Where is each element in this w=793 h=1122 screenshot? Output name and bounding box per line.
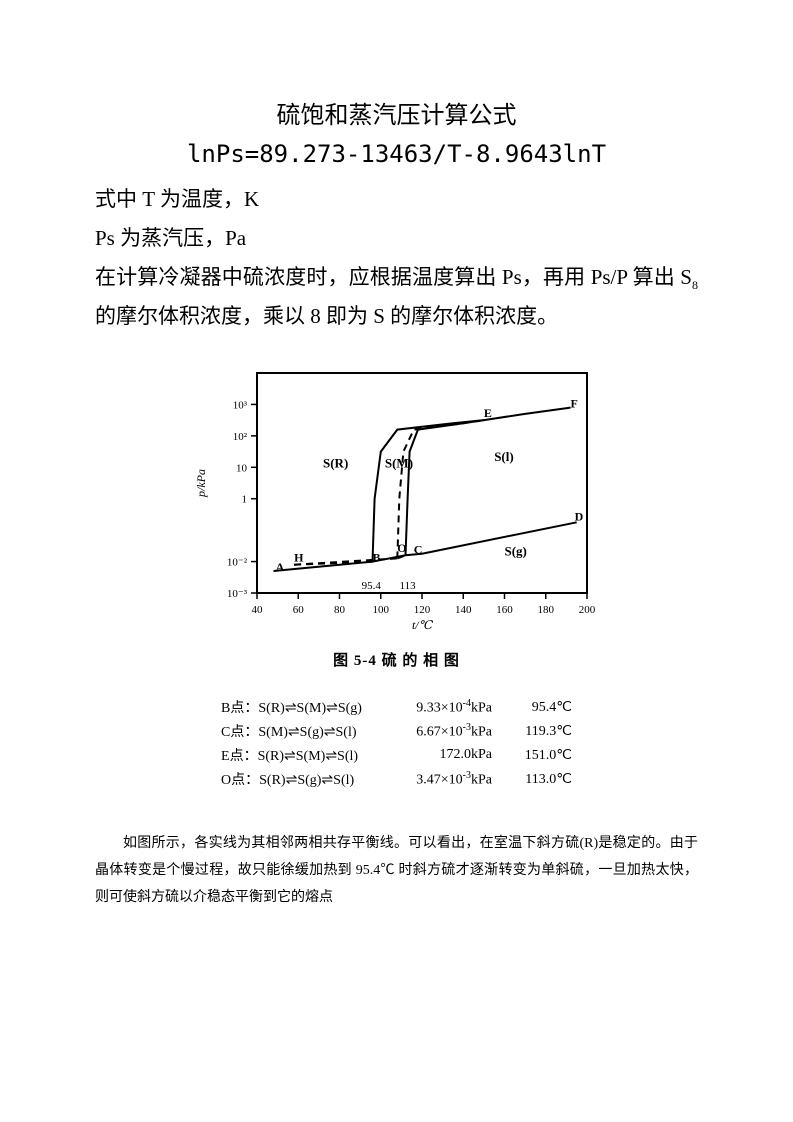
svg-text:p/kPa: p/kPa bbox=[194, 469, 208, 498]
phase-diagram: 40 60 80 100 120 140 160 180 200 95.4 113 t/℃ 10⁻³ 10… bbox=[187, 355, 607, 645]
svg-text:S(R): S(R) bbox=[323, 456, 348, 471]
svg-text:160: 160 bbox=[496, 604, 513, 616]
point-equilibrium: O点：S(R)⇌S(g)⇌S(l) bbox=[211, 767, 372, 791]
figure-caption: 图 5-4 硫 的 相 图 bbox=[95, 649, 698, 670]
body-line-2: Ps 为蒸汽压，Pa bbox=[95, 219, 698, 258]
svg-text:140: 140 bbox=[455, 604, 472, 616]
table-row: B点：S(R)⇌S(M)⇌S(g)9.33×10-4kPa95.4℃ bbox=[211, 695, 582, 719]
point-pressure: 9.33×10-4kPa bbox=[372, 695, 502, 719]
svg-text:S(M): S(M) bbox=[384, 456, 412, 471]
footer-paragraph: 如图所示，各实线为其相邻两相共存平衡线。可以看出，在室温下斜方硫(R)是稳定的。… bbox=[95, 831, 698, 911]
point-equilibrium: C点：S(M)⇌S(g)⇌S(l) bbox=[211, 719, 372, 743]
point-pressure: 172.0kPa bbox=[372, 743, 502, 767]
table-row: O点：S(R)⇌S(g)⇌S(l)3.47×10-3kPa113.0℃ bbox=[211, 767, 582, 791]
svg-text:E: E bbox=[483, 406, 491, 420]
body-line-1: 式中 T 为温度，K bbox=[95, 180, 698, 219]
svg-text:F: F bbox=[570, 397, 577, 411]
body-paragraph: 在计算冷凝器中硫浓度时，应根据温度算出 Ps，再用 Ps/P 算出 S8 的摩尔体… bbox=[95, 258, 698, 336]
svg-text:A: A bbox=[275, 560, 284, 574]
svg-text:10³: 10³ bbox=[232, 400, 247, 412]
svg-text:40: 40 bbox=[251, 604, 263, 616]
body-para-sub: 8 bbox=[692, 278, 698, 292]
svg-text:10⁻²: 10⁻² bbox=[226, 557, 247, 569]
svg-text:S(l): S(l) bbox=[494, 449, 514, 464]
body-para-pre: 在计算冷凝器中硫浓度时，应根据温度算出 Ps，再用 Ps/P 算出 S bbox=[95, 265, 692, 289]
point-pressure: 6.67×10-3kPa bbox=[372, 719, 502, 743]
svg-text:C: C bbox=[413, 543, 422, 557]
svg-text:95.4: 95.4 bbox=[361, 580, 381, 592]
svg-text:180: 180 bbox=[537, 604, 554, 616]
svg-text:1: 1 bbox=[241, 494, 247, 506]
svg-text:S(g): S(g) bbox=[504, 544, 526, 559]
formula: lnPs=89.273-13463/T-8.9643lnT bbox=[95, 140, 698, 168]
point-equilibrium: B点：S(R)⇌S(M)⇌S(g) bbox=[211, 695, 372, 719]
svg-text:100: 100 bbox=[372, 604, 389, 616]
svg-text:t/℃: t/℃ bbox=[411, 618, 433, 632]
point-pressure: 3.47×10-3kPa bbox=[372, 767, 502, 791]
point-temperature: 113.0℃ bbox=[502, 767, 582, 791]
point-temperature: 151.0℃ bbox=[502, 743, 582, 767]
svg-text:10²: 10² bbox=[232, 431, 247, 443]
svg-text:O: O bbox=[397, 542, 406, 556]
point-temperature: 95.4℃ bbox=[502, 695, 582, 719]
point-temperature: 119.3℃ bbox=[502, 719, 582, 743]
svg-text:B: B bbox=[372, 551, 380, 565]
table-row: E点：S(R)⇌S(M)⇌S(l)172.0kPa151.0℃ bbox=[211, 743, 582, 767]
table-row: C点：S(M)⇌S(g)⇌S(l)6.67×10-3kPa119.3℃ bbox=[211, 719, 582, 743]
svg-text:60: 60 bbox=[292, 604, 304, 616]
page-title: 硫饱和蒸汽压计算公式 bbox=[95, 95, 698, 130]
point-equilibrium: E点：S(R)⇌S(M)⇌S(l) bbox=[211, 743, 372, 767]
svg-text:80: 80 bbox=[334, 604, 346, 616]
body-para-mid: 的摩尔体积浓度，乘以 8 即为 S 的摩尔体积浓度。 bbox=[95, 304, 558, 328]
svg-text:10⁻³: 10⁻³ bbox=[226, 588, 247, 600]
svg-text:113: 113 bbox=[399, 580, 416, 592]
svg-text:200: 200 bbox=[578, 604, 595, 616]
svg-text:120: 120 bbox=[413, 604, 430, 616]
svg-text:D: D bbox=[574, 510, 583, 524]
triple-point-table: B点：S(R)⇌S(M)⇌S(g)9.33×10-4kPa95.4℃C点：S(M… bbox=[211, 695, 582, 791]
svg-text:H: H bbox=[294, 551, 304, 565]
svg-text:10: 10 bbox=[236, 463, 248, 475]
